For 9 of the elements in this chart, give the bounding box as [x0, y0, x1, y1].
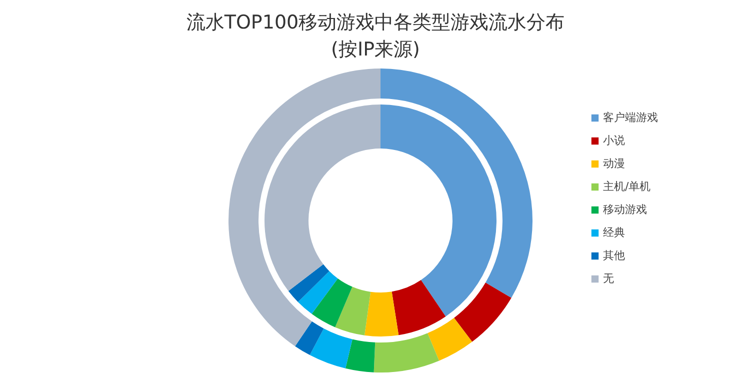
legend-label: 主机/单机 [603, 179, 651, 194]
legend-label: 经典 [603, 225, 625, 240]
legend-label: 动漫 [603, 156, 625, 171]
legend-label: 小说 [603, 133, 625, 148]
legend-label: 移动游戏 [603, 202, 647, 217]
legend-label: 其他 [603, 248, 625, 263]
chart-title: 流水TOP100移动游戏中各类型游戏流水分布 (按IP来源) [186, 12, 565, 60]
legend-label: 无 [603, 271, 615, 286]
legend-label: 客户端游戏 [603, 110, 658, 125]
